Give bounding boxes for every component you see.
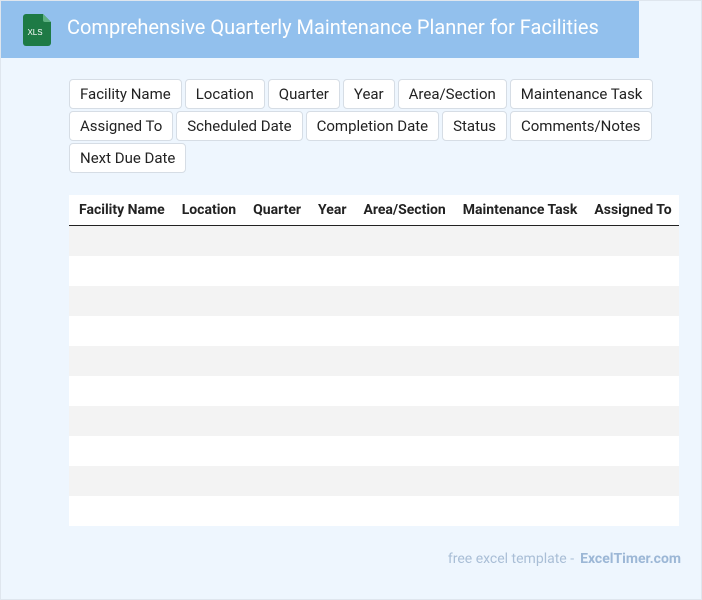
column-header: Maintenance Task	[462, 202, 578, 218]
table-row	[69, 406, 679, 436]
footer-text: free excel template -	[447, 551, 575, 567]
field-tag[interactable]: Assigned To	[69, 111, 174, 141]
field-tag[interactable]: Facility Name	[69, 79, 182, 109]
data-table: Facility Name Location Quarter Year Area/Sec…	[69, 195, 679, 526]
field-tag[interactable]: Area/Section	[397, 79, 507, 109]
table-row	[69, 286, 679, 316]
field-tag[interactable]: Scheduled Date	[176, 111, 303, 141]
column-header: Quarter	[253, 202, 302, 218]
field-tags: Facility Name Location Quarter Year Area/Sec…	[69, 79, 669, 173]
column-header: Facility Name	[79, 202, 165, 218]
header-banner: XLS Comprehensive Quarterly Maintenance …	[1, 1, 639, 58]
column-header: Location	[181, 202, 237, 218]
field-tag[interactable]: Status	[442, 111, 507, 141]
column-header: Assigned To	[594, 202, 672, 218]
footer-link[interactable]: ExcelTimer.com	[580, 551, 681, 567]
table-body	[69, 226, 679, 526]
field-tag[interactable]: Comments/Notes	[509, 111, 652, 141]
table-row	[69, 466, 679, 496]
table-row	[69, 436, 679, 466]
table-header: Facility Name Location Quarter Year Area/Sec…	[69, 195, 679, 226]
column-header: Area/Section	[363, 202, 446, 218]
table-row	[69, 376, 679, 406]
field-tag[interactable]: Location	[184, 79, 265, 109]
table-row	[69, 316, 679, 346]
field-tag[interactable]: Quarter	[267, 79, 340, 109]
page-title: Comprehensive Quarterly Maintenance Plan…	[67, 15, 599, 39]
field-tag[interactable]: Completion Date	[305, 111, 440, 141]
footer: free excel template - ExcelTimer.com	[448, 551, 681, 567]
table-row	[69, 346, 679, 376]
table-row	[69, 256, 679, 286]
field-tag[interactable]: Year	[342, 79, 395, 109]
field-tag[interactable]: Next Due Date	[69, 143, 187, 173]
table-row	[69, 226, 679, 256]
table-row	[69, 496, 679, 526]
xls-icon: XLS	[23, 14, 51, 46]
column-header: Year	[318, 202, 347, 218]
icon-label: XLS	[27, 28, 42, 37]
field-tag[interactable]: Maintenance Task	[509, 79, 654, 109]
